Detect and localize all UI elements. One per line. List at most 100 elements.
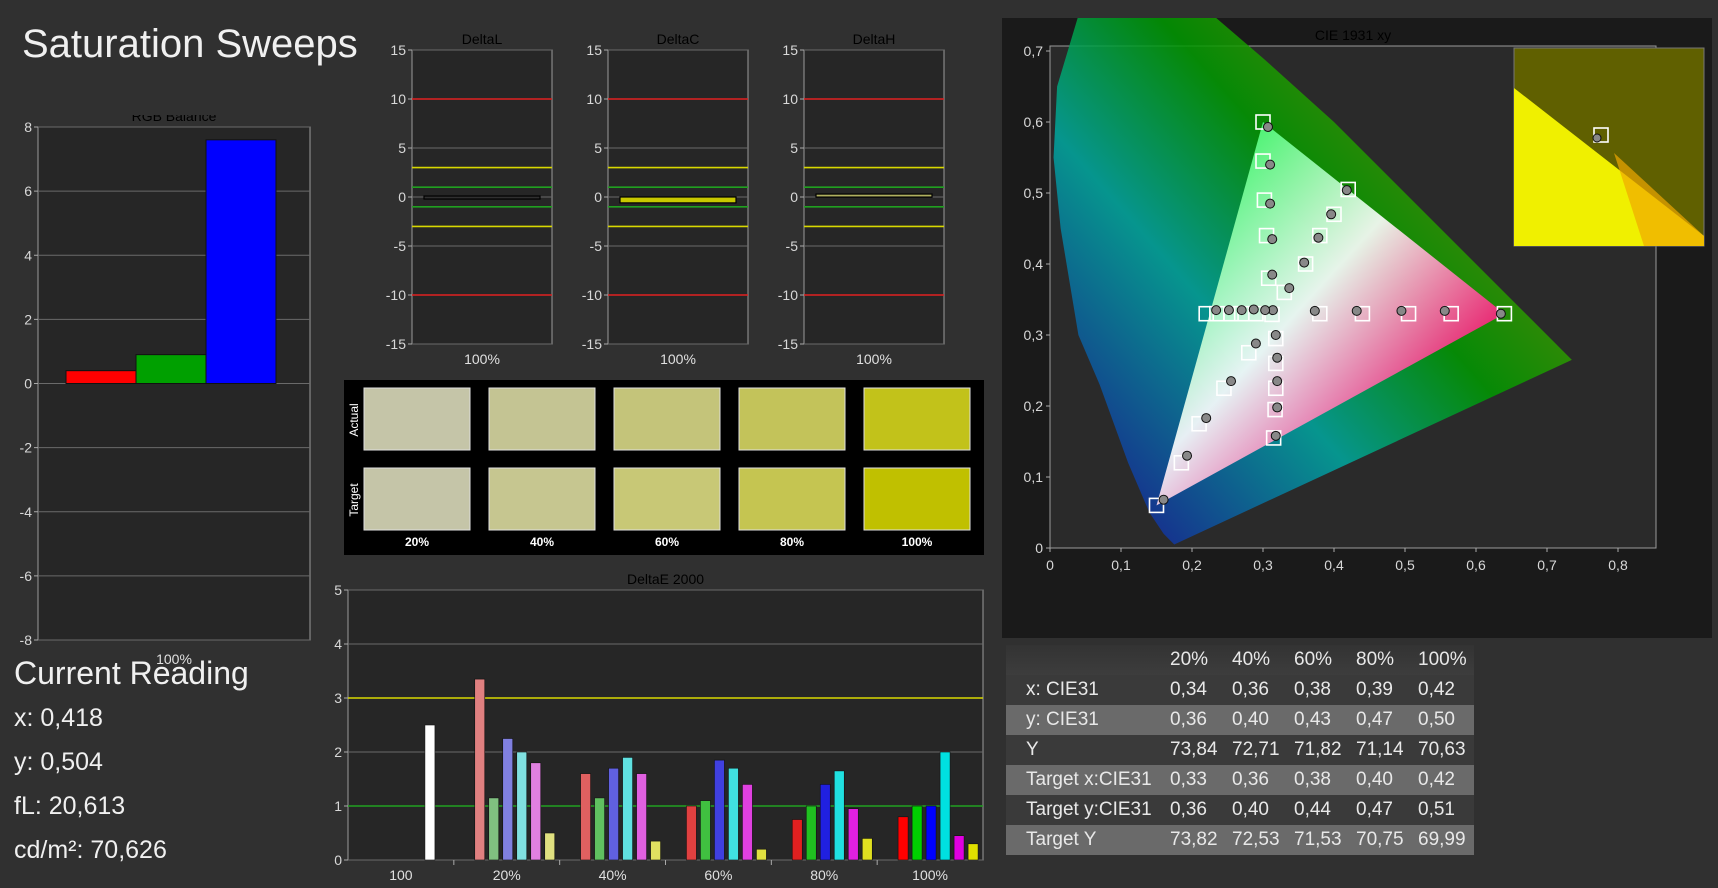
measured-point	[1236, 305, 1247, 316]
swatch-col-label: 60%	[655, 535, 679, 549]
y-tick-label: 5	[594, 140, 602, 156]
measured-point	[1272, 376, 1283, 387]
current-reading-title: Current Reading	[14, 655, 249, 691]
measured-point	[1326, 209, 1337, 220]
rgb-bar	[65, 370, 137, 385]
y-tick-label: 0	[790, 189, 798, 205]
target-marker	[1267, 401, 1283, 418]
swatch-target	[738, 467, 846, 531]
measured-point	[1439, 305, 1450, 316]
row-label: Target x:CIE31	[1026, 769, 1152, 790]
target-marker	[1173, 454, 1190, 471]
swatch-col-label: 40%	[530, 535, 554, 549]
cell: 0,36	[1232, 769, 1269, 790]
delta-bar	[423, 195, 541, 200]
cell: 0,50	[1418, 709, 1455, 730]
row-label: Target Y	[1026, 829, 1097, 850]
swatch-col-label: 80%	[780, 535, 804, 549]
swatch-actual	[488, 387, 596, 451]
y-tick-label: 0,6	[1024, 114, 1044, 130]
measured-point	[1158, 494, 1169, 505]
table-row: Target x:CIE31 0,33 0,36 0,38 0,40 0,42	[1006, 765, 1474, 795]
target-marker	[1191, 415, 1207, 432]
x-tick-label: 100%	[660, 351, 696, 367]
y-tick-label: 8	[24, 119, 32, 135]
measured-point	[1351, 305, 1362, 316]
y-tick-label: 0	[398, 189, 406, 205]
y-tick-label: 3	[334, 690, 342, 706]
measured-point	[1265, 198, 1276, 209]
swatch-col-label: 100%	[902, 535, 933, 549]
measured-point	[1260, 305, 1271, 316]
cell: 0,51	[1418, 799, 1455, 820]
y-tick-label: -15	[582, 336, 602, 352]
delta-e-bar	[953, 835, 965, 861]
cell: 72,53	[1232, 829, 1280, 850]
delta-e-bar	[861, 838, 873, 861]
y-tick-label: -4	[20, 504, 33, 520]
measured-point	[1201, 413, 1212, 424]
chart-title: DeltaH	[853, 31, 896, 47]
cell: 70,75	[1356, 829, 1404, 850]
y-tick-label: 4	[24, 247, 32, 263]
rgb-balance-chart: RGB Balance 8 6 4 2 0 -2 -4 -6 -8 100%	[20, 115, 311, 667]
table-header-cell: 60%	[1294, 649, 1333, 670]
table-row: Target y:CIE31 0,36 0,40 0,44 0,47 0,51	[1006, 795, 1474, 825]
delta-e-bar	[897, 816, 909, 861]
y-tick-label: -5	[590, 238, 603, 254]
delta-e-bar	[594, 797, 605, 861]
swatch-target	[363, 467, 471, 531]
measured-point	[1248, 304, 1259, 315]
x-tick-label: 0,3	[1253, 557, 1273, 573]
x-tick-label: 0,5	[1395, 557, 1415, 573]
target-marker	[1311, 227, 1328, 244]
delta-e-bar	[847, 808, 859, 861]
table-header-cell	[1006, 645, 1164, 675]
cell: 0,33	[1170, 769, 1207, 790]
x-tick-label: 0,6	[1466, 557, 1486, 573]
measured-point	[1299, 257, 1310, 268]
row-label: Y	[1026, 739, 1039, 760]
rgb-bar	[205, 139, 277, 385]
delta-e-bar	[714, 759, 725, 861]
cell: 0,36	[1232, 679, 1269, 700]
cell: 0,47	[1356, 709, 1393, 730]
chart-title: DeltaC	[657, 31, 700, 47]
table-header-cell: 80%	[1356, 649, 1395, 670]
cie-chart: CIE 1931 xy 0 0,1 0,2 0,3 0,4 0,5 0,6 0,7 0,8 0 0,1…	[1002, 18, 1712, 638]
cell: 0,38	[1294, 679, 1331, 700]
y-tick-label: 0	[594, 189, 602, 205]
measured-point	[1250, 338, 1261, 349]
y-tick-label: 10	[390, 91, 406, 107]
measured-point	[1270, 330, 1281, 340]
swatch-actual	[738, 387, 846, 451]
measured-point	[1309, 305, 1320, 316]
cell: 70,63	[1418, 739, 1466, 760]
readings-table: 20% 40% 60% 80% 100% x: CIE31 0,34 0,36 …	[1006, 645, 1474, 855]
y-tick-label: 4	[334, 636, 342, 652]
delta-bar	[619, 196, 737, 204]
delta-e-chart: DeltaE 2000 5 4 3 2 1 0 100 20% 40% 60% 80% 100%	[334, 571, 984, 883]
target-marker	[1216, 380, 1232, 397]
delta-l-chart: DeltaL 15 10 5 0 -5 -10 -15 100%	[386, 31, 553, 367]
y-tick-label: 0,7	[1024, 43, 1044, 59]
measured-point	[1313, 232, 1324, 243]
y-tick-label: -15	[778, 336, 798, 352]
y-tick-label: 0,4	[1024, 256, 1044, 272]
x-tick-label: 0,7	[1537, 557, 1557, 573]
target-marker	[1241, 344, 1257, 361]
x-tick-label: 100	[389, 867, 413, 883]
chart-title: DeltaL	[462, 31, 503, 47]
x-tick-label: 100%	[156, 651, 192, 667]
cell: 0,34	[1170, 679, 1207, 700]
target-marker	[1297, 256, 1314, 272]
measured-point	[1495, 308, 1506, 319]
measured-point	[1262, 121, 1273, 132]
target-marker	[1340, 181, 1357, 198]
plot-area	[347, 589, 984, 861]
y-tick-label: 6	[24, 183, 32, 199]
delta-e-bar	[756, 848, 767, 861]
y-tick-label: -8	[20, 632, 33, 648]
measured-point	[1265, 159, 1276, 170]
cell: 71,14	[1356, 739, 1404, 760]
